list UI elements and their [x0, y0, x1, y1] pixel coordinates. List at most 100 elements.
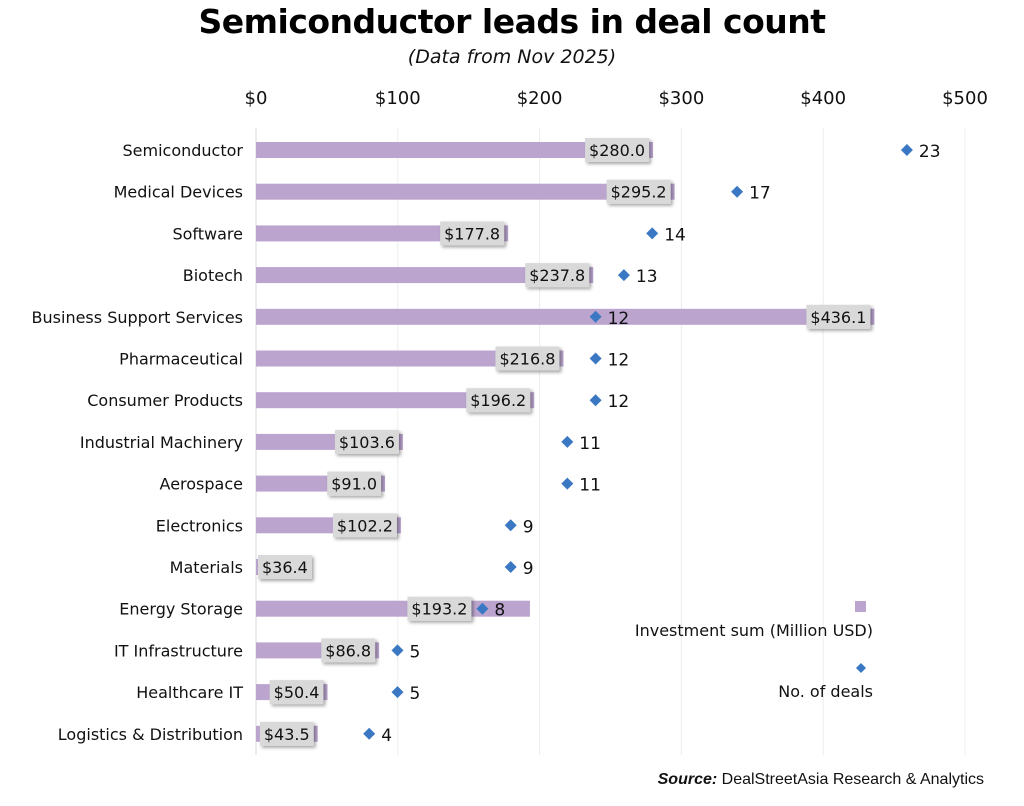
data-label-box	[407, 596, 472, 621]
x-tick-label: $200	[517, 88, 563, 109]
x-tick-label: $300	[658, 88, 704, 109]
category-label: Electronics	[156, 516, 243, 535]
data-label: $436.1	[810, 308, 866, 327]
deal-label: 17	[749, 184, 771, 204]
source-text: DealStreetAsia Research & Analytics	[717, 771, 984, 788]
data-label-box	[585, 138, 650, 162]
data-label-box	[466, 388, 531, 413]
data-label: $102.2	[337, 516, 393, 535]
deal-point	[363, 727, 376, 740]
bar	[256, 183, 675, 200]
x-tick-label: $400	[800, 88, 846, 109]
x-axis-ticks: $0 $100 $200 $300 $400 $500	[245, 88, 988, 109]
category-label: IT Infrastructure	[114, 641, 243, 660]
data-label-box	[332, 513, 397, 538]
deal-label: 5	[410, 684, 421, 704]
bar	[256, 308, 875, 325]
x-tick-label: $0	[245, 88, 268, 109]
legend: Investment sum (Million USD) No. of deals	[635, 601, 873, 701]
deal-label: 12	[608, 392, 630, 412]
deal-point	[589, 352, 602, 365]
data-label-box	[606, 179, 671, 204]
deal-label: 14	[664, 225, 686, 245]
data-label: $86.8	[325, 641, 371, 660]
deal-label: 5	[410, 642, 421, 662]
deal-label: 13	[636, 267, 658, 287]
data-label: $50.4	[274, 683, 320, 702]
data-label-box	[258, 555, 312, 579]
data-label: $193.2	[411, 600, 467, 619]
category-label: Energy Storage	[119, 600, 243, 619]
data-label: $177.8	[444, 224, 500, 243]
data-label: $36.4	[262, 558, 308, 577]
category-label: Consumer Products	[87, 391, 243, 410]
deal-label: 11	[579, 476, 601, 496]
deal-point	[391, 686, 404, 699]
deal-label: 12	[608, 309, 630, 329]
data-label: $216.8	[499, 350, 555, 369]
data-label-box	[269, 680, 324, 705]
deal-label: 11	[579, 434, 601, 454]
x-tick-label: $100	[375, 88, 421, 109]
deal-point	[731, 185, 744, 198]
deal-point	[561, 435, 574, 448]
deal-label: 23	[919, 142, 941, 162]
deal-point	[900, 144, 913, 156]
source-label: Source:	[657, 771, 718, 788]
deal-point	[589, 310, 602, 323]
data-label: $280.0	[589, 141, 645, 160]
category-label: Business Support Services	[32, 308, 243, 327]
legend-bar-label: Investment sum (Million USD)	[635, 621, 873, 640]
category-label: Healthcare IT	[136, 683, 243, 702]
deal-point	[391, 644, 404, 657]
category-label: Aerospace	[160, 475, 243, 494]
deal-point	[476, 602, 489, 615]
bar	[256, 350, 564, 367]
bar	[256, 267, 594, 284]
legend-bar-swatch	[855, 601, 866, 612]
data-label-box	[495, 346, 560, 371]
legend-deals-label: No. of deals	[778, 682, 873, 701]
category-label: Materials	[170, 558, 243, 577]
data-label: $91.0	[331, 475, 377, 494]
category-label: Logistics & Distribution	[58, 725, 243, 744]
data-label-box	[525, 263, 590, 288]
deal-point	[646, 227, 659, 240]
data-label-box	[806, 304, 871, 329]
chart-subtitle: (Data from Nov 2025)	[407, 46, 617, 68]
data-label: $43.5	[264, 725, 310, 744]
data-label-box	[440, 221, 505, 246]
deal-label: 12	[608, 351, 630, 371]
data-label-box	[259, 721, 314, 746]
deal-point	[504, 519, 517, 532]
source-note: Source: DealStreetAsia Research & Analyt…	[658, 771, 984, 789]
category-label: Software	[172, 224, 243, 243]
data-label: $103.6	[339, 433, 395, 452]
deal-point	[617, 269, 630, 282]
data-label: $196.2	[470, 391, 526, 410]
category-label: Medical Devices	[114, 183, 243, 202]
deal-points: 23 17 14 13 12 12 12 11 11 9 9 8 5 5 4	[363, 142, 941, 746]
deal-label: 8	[494, 601, 505, 621]
bar	[256, 142, 654, 158]
x-tick-label: $500	[942, 88, 988, 109]
data-label: $295.2	[611, 183, 667, 202]
deal-point	[504, 561, 517, 573]
bar	[256, 600, 530, 617]
category-label: Industrial Machinery	[80, 433, 243, 452]
deal-point	[589, 394, 602, 407]
deal-label: 9	[523, 559, 534, 579]
y-axis-categories: Semiconductor Medical Devices Software Biot…	[32, 141, 244, 744]
legend-diamond-swatch	[856, 663, 866, 673]
deal-point	[561, 477, 574, 490]
deal-label: 4	[381, 726, 392, 746]
category-label: Semiconductor	[123, 141, 244, 160]
data-label: $237.8	[529, 266, 585, 285]
bar	[256, 392, 535, 409]
chart-title: Semiconductor leads in deal count	[198, 2, 826, 41]
category-label: Biotech	[183, 266, 243, 285]
data-label-box	[334, 429, 399, 454]
data-label-box	[321, 638, 376, 663]
data-label-box	[327, 471, 382, 496]
